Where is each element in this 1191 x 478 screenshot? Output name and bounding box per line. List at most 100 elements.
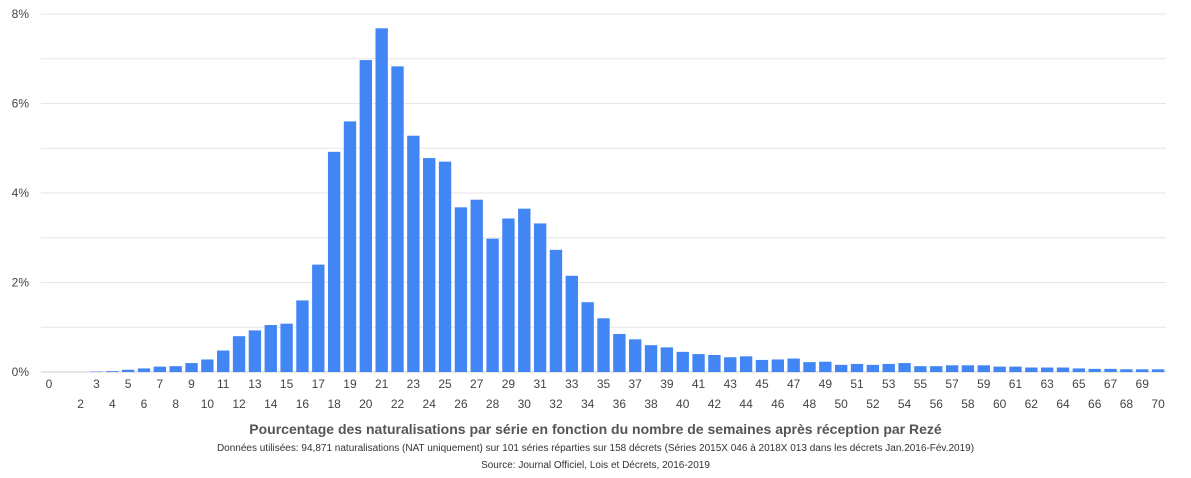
y-axis: 0% 2% 4% 6% 8% bbox=[12, 7, 30, 379]
bar bbox=[1040, 367, 1054, 372]
chart-svg: 0%2%4%6%8% 02345678910111213141516171819… bbox=[12, 7, 1166, 411]
x-tick-label: 38 bbox=[644, 397, 658, 411]
bar bbox=[264, 325, 277, 372]
bar bbox=[1151, 369, 1165, 372]
x-tick-label: 36 bbox=[613, 397, 627, 411]
bar bbox=[1025, 367, 1038, 372]
bar bbox=[835, 364, 848, 372]
x-tick-label: 5 bbox=[125, 377, 132, 391]
x-tick-label: 3 bbox=[93, 377, 100, 391]
bar bbox=[739, 356, 753, 372]
bar bbox=[296, 300, 309, 372]
bar bbox=[343, 121, 357, 373]
x-tick-label: 59 bbox=[977, 377, 991, 391]
x-tick-label: 32 bbox=[549, 397, 563, 411]
x-tick-label: 0 bbox=[46, 377, 53, 391]
chart-source: Source: Journal Officiel, Lois et Décret… bbox=[481, 460, 710, 471]
x-tick-label: 30 bbox=[518, 397, 532, 411]
bar bbox=[232, 336, 246, 372]
bar bbox=[486, 238, 499, 372]
x-tick-label: 10 bbox=[201, 397, 215, 411]
x-tick-label: 69 bbox=[1136, 377, 1150, 391]
bar bbox=[819, 361, 832, 372]
bar bbox=[597, 318, 610, 372]
x-tick-label: 65 bbox=[1072, 377, 1086, 391]
x-tick-label: 60 bbox=[993, 397, 1007, 411]
x-tick-label: 48 bbox=[803, 397, 817, 411]
x-tick-label: 17 bbox=[312, 377, 326, 391]
bar bbox=[755, 359, 769, 372]
x-axis: 0234567891011121314151617181920212223242… bbox=[46, 377, 1165, 411]
x-tick-label: 44 bbox=[739, 397, 753, 411]
x-tick-label: 62 bbox=[1025, 397, 1039, 411]
x-tick-label: 37 bbox=[629, 377, 643, 391]
bar bbox=[1009, 366, 1022, 372]
x-tick-label: 51 bbox=[850, 377, 864, 391]
y-tick-label: 0% bbox=[12, 365, 30, 379]
x-tick-label: 14 bbox=[264, 397, 278, 411]
x-tick-label: 18 bbox=[327, 397, 341, 411]
chart-subtitle: Données utilisées: 94,871 naturalisation… bbox=[216, 443, 975, 454]
bar bbox=[993, 366, 1006, 372]
bar bbox=[613, 333, 626, 372]
bar bbox=[201, 359, 214, 372]
bar bbox=[423, 158, 436, 372]
y-tick-label: 6% bbox=[12, 97, 30, 111]
bar bbox=[185, 363, 198, 372]
x-tick-label: 12 bbox=[232, 397, 246, 411]
bar bbox=[771, 359, 784, 372]
x-tick-label: 20 bbox=[359, 397, 373, 411]
bar bbox=[1072, 368, 1086, 372]
bar bbox=[882, 363, 895, 372]
bar bbox=[629, 339, 642, 372]
bar bbox=[121, 369, 135, 372]
bar bbox=[692, 354, 705, 372]
x-tick-label: 58 bbox=[961, 397, 975, 411]
bar bbox=[137, 368, 151, 372]
bar bbox=[1104, 368, 1117, 372]
bar bbox=[375, 28, 388, 372]
x-tick-label: 68 bbox=[1120, 397, 1134, 411]
x-tick-label: 19 bbox=[343, 377, 357, 391]
bar bbox=[708, 355, 721, 372]
x-tick-label: 27 bbox=[470, 377, 484, 391]
bar bbox=[1056, 367, 1070, 372]
x-tick-label: 31 bbox=[533, 377, 547, 391]
bar bbox=[945, 365, 959, 372]
x-tick-label: 53 bbox=[882, 377, 896, 391]
bar bbox=[217, 350, 230, 372]
bar bbox=[850, 363, 864, 372]
x-tick-label: 46 bbox=[771, 397, 785, 411]
x-tick-label: 6 bbox=[141, 397, 148, 411]
bar bbox=[518, 208, 531, 372]
x-tick-label: 40 bbox=[676, 397, 690, 411]
x-tick-label: 54 bbox=[898, 397, 912, 411]
bar bbox=[312, 264, 325, 372]
x-tick-label: 43 bbox=[724, 377, 738, 391]
x-tick-label: 25 bbox=[438, 377, 452, 391]
x-tick-label: 41 bbox=[692, 377, 706, 391]
bar bbox=[549, 249, 563, 372]
grid-layer bbox=[41, 13, 1166, 373]
bar bbox=[438, 161, 452, 372]
x-tick-label: 22 bbox=[391, 397, 405, 411]
bar bbox=[359, 60, 372, 373]
x-tick-label: 33 bbox=[565, 377, 579, 391]
x-tick-label: 16 bbox=[296, 397, 310, 411]
bar bbox=[803, 362, 816, 372]
bar bbox=[248, 330, 262, 372]
bar bbox=[407, 135, 420, 372]
x-tick-label: 57 bbox=[945, 377, 959, 391]
x-tick-label: 55 bbox=[914, 377, 928, 391]
x-tick-label: 61 bbox=[1009, 377, 1023, 391]
bar bbox=[866, 364, 880, 372]
bar bbox=[153, 366, 167, 372]
bar bbox=[914, 366, 927, 372]
bar bbox=[581, 302, 594, 372]
x-tick-label: 45 bbox=[755, 377, 769, 391]
bar bbox=[787, 358, 800, 372]
x-tick-label: 7 bbox=[156, 377, 163, 391]
x-tick-label: 23 bbox=[407, 377, 421, 391]
y-tick-label: 2% bbox=[12, 276, 30, 290]
bar bbox=[676, 351, 689, 372]
